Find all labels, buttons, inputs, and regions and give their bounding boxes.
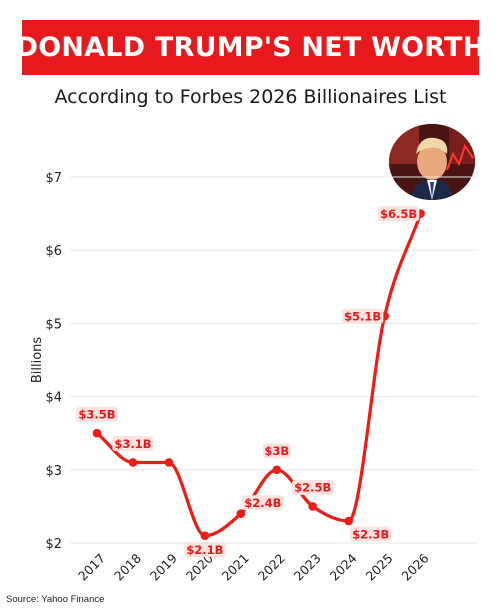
title-banner: DONALD TRUMP'S NET WORTH — [16, 20, 485, 75]
data-point — [308, 502, 318, 511]
x-tick-label: 2022 — [255, 551, 288, 584]
x-tick-label: 2026 — [399, 550, 432, 583]
x-tick-label: 2023 — [291, 551, 324, 584]
x-tick-label: 2018 — [111, 550, 144, 583]
data-label-background — [242, 495, 284, 511]
data-point — [344, 516, 353, 526]
data-label-background — [263, 443, 291, 459]
x-tick-label: 2019 — [147, 550, 180, 583]
y-tick-label: $5 — [45, 317, 62, 332]
data-point — [164, 458, 174, 467]
y-tick-label: $7 — [45, 171, 62, 186]
data-label: $3B — [264, 444, 289, 458]
data-label-background — [76, 406, 118, 422]
series-line — [95, 212, 423, 538]
data-label-background — [112, 435, 154, 451]
y-tick-label: $2 — [45, 537, 62, 552]
x-tick-label: 2024 — [327, 550, 360, 583]
data-point — [92, 428, 102, 438]
data-point — [128, 458, 138, 467]
data-label-background — [291, 479, 334, 495]
data-label-background — [184, 542, 226, 558]
data-label: $2.1B — [186, 543, 223, 557]
data-label: $3.1B — [114, 437, 151, 451]
x-tick-label: 2017 — [75, 551, 108, 584]
data-label: $5.1B — [344, 309, 381, 323]
data-label-background — [349, 526, 392, 542]
source-note: Source: Yahoo Finance — [6, 594, 105, 605]
data-label: $2.5B — [294, 481, 331, 495]
y-tick-label: $4 — [45, 391, 62, 406]
data-point — [200, 531, 210, 540]
chart-subtitle: According to Forbes 2026 Billionaires Li… — [54, 86, 447, 108]
data-point — [272, 465, 282, 475]
chart-title: DONALD TRUMP'S NET WORTH — [15, 32, 486, 63]
data-label: $2.3B — [352, 527, 389, 541]
data-label-background — [341, 308, 384, 324]
data-label-background — [377, 206, 420, 222]
y-tick-label: $6 — [45, 244, 62, 259]
y-tick-label: $3 — [45, 464, 62, 479]
data-point — [236, 509, 246, 519]
data-label: $6.5B — [380, 207, 417, 221]
data-label: $2.4B — [244, 496, 281, 510]
x-tick-label: 2025 — [363, 551, 396, 584]
y-axis-title: Billions — [30, 337, 45, 384]
data-label: $3.5B — [78, 408, 115, 422]
